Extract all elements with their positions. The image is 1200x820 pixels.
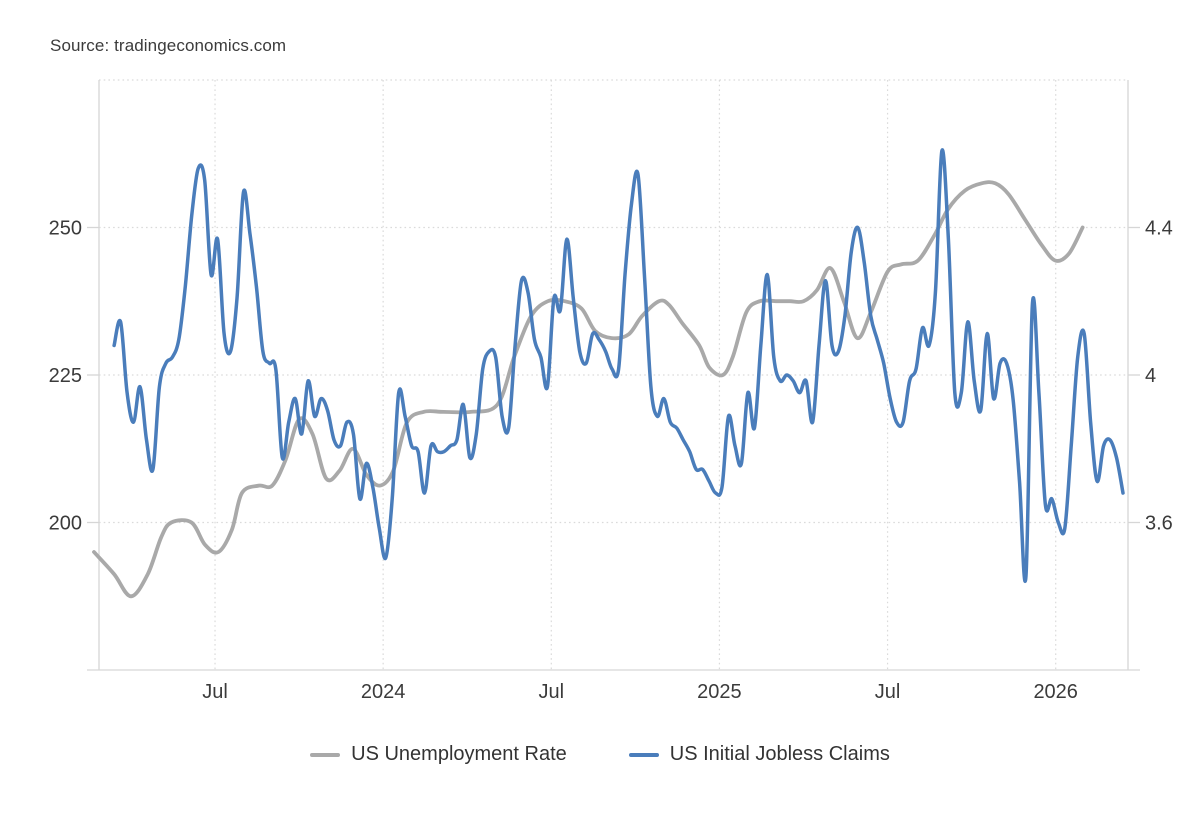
series-line-jobless-claims[interactable] xyxy=(112,148,1125,583)
x-axis-tick-label: Jul xyxy=(539,681,565,703)
legend-label-unemployment-rate: US Unemployment Rate xyxy=(351,743,567,765)
x-axis-tick-label: Jul xyxy=(202,681,228,703)
right-axis-tick-label: 4.4 xyxy=(1145,218,1173,240)
left-axis-tick-label: 225 xyxy=(49,365,82,387)
left-axis-tick-label: 200 xyxy=(49,513,82,535)
right-axis-tick-label: 4 xyxy=(1145,365,1156,387)
x-axis-tick-label: 2026 xyxy=(1033,681,1078,703)
x-axis-tick-label: Jul xyxy=(875,681,901,703)
x-axis-tick-label: 2025 xyxy=(697,681,742,703)
left-axis-tick-label: 250 xyxy=(49,218,82,240)
source-label: Source: tradingeconomics.com xyxy=(50,36,287,55)
legend-item-jobless-claims[interactable]: US Initial Jobless Claims xyxy=(628,743,890,766)
legend-swatch-claims-icon xyxy=(628,752,659,757)
legend-swatch-unemployment-icon xyxy=(310,752,341,757)
legend-label-jobless-claims: US Initial Jobless Claims xyxy=(669,743,890,765)
x-axis-tick-label: 2024 xyxy=(361,681,406,703)
series-line-unemployment-rate[interactable] xyxy=(92,180,1085,599)
legend-item-unemployment-rate[interactable]: US Unemployment Rate xyxy=(310,743,567,766)
chart-legend: US Unemployment Rate US Initial Jobless … xyxy=(0,743,1200,766)
right-axis-tick-label: 3.6 xyxy=(1145,513,1173,535)
